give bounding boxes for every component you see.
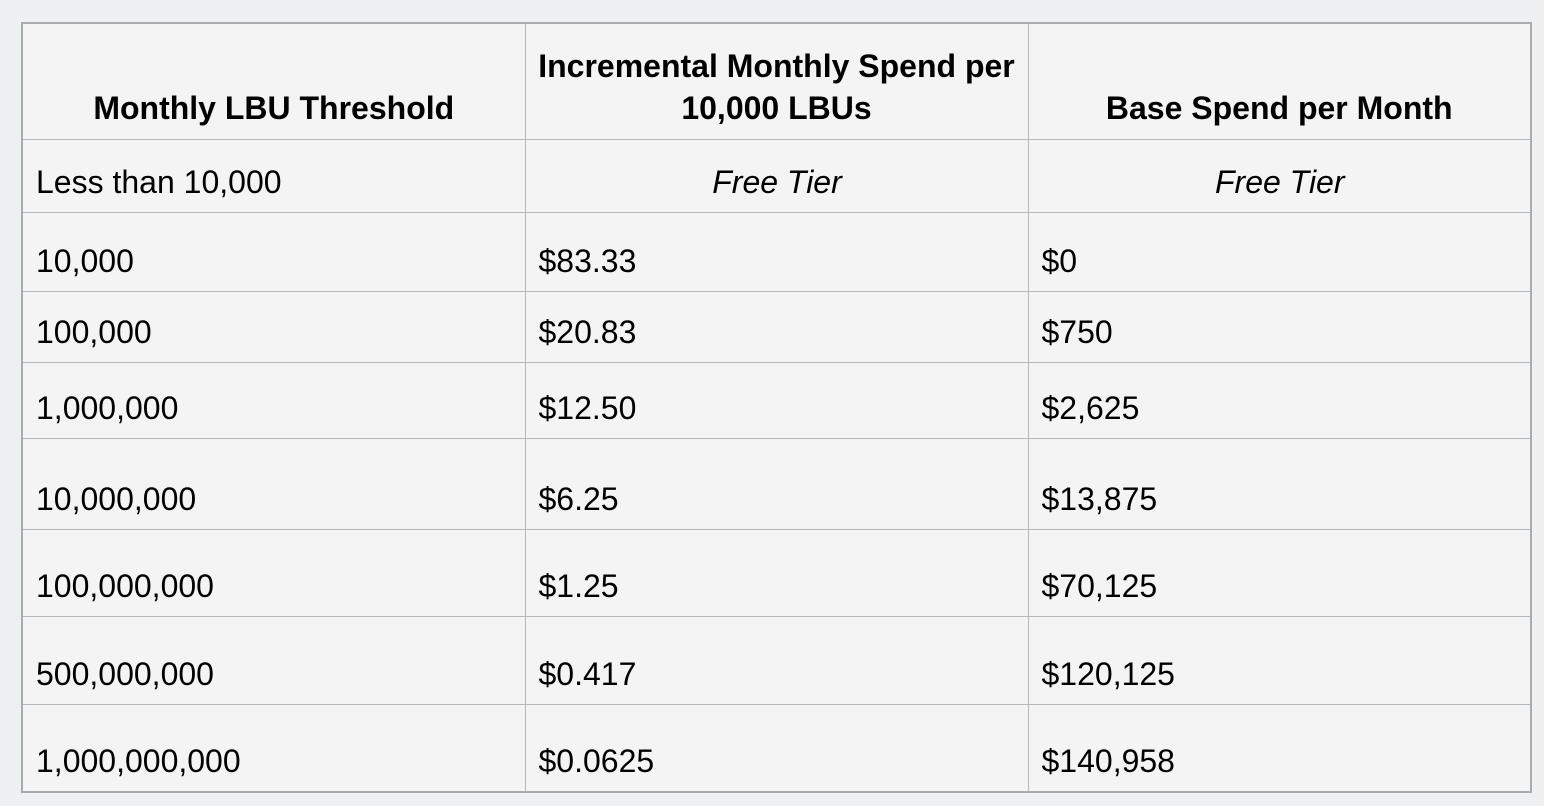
header-row: Monthly LBU Threshold Incremental Monthl… [21,22,1532,140]
table-row-free-tier: Less than 10,000 Free Tier Free Tier [21,138,1532,213]
cell-incremental-spend: $20.83 [524,290,1029,363]
cell-base-spend: $2,625 [1027,361,1532,439]
cell-threshold: 10,000 [21,211,526,292]
cell-base-spend: $70,125 [1027,528,1532,617]
cell-incremental-spend: $6.25 [524,437,1029,530]
table-row: 1,000,000 $12.50 $2,625 [21,361,1532,439]
cell-threshold: 100,000,000 [21,528,526,617]
table-row: 100,000 $20.83 $750 [21,290,1532,363]
cell-base-spend: $0 [1027,211,1532,292]
cell-base-spend: $140,958 [1027,703,1532,793]
col-header-monthly-lbu-threshold: Monthly LBU Threshold [21,22,526,140]
table-row: 10,000,000 $6.25 $13,875 [21,437,1532,530]
cell-threshold: 10,000,000 [21,437,526,530]
cell-base-spend: Free Tier [1027,138,1532,213]
col-header-base-spend-per-month: Base Spend per Month [1027,22,1532,140]
table-row: 10,000 $83.33 $0 [21,211,1532,292]
cell-base-spend: $750 [1027,290,1532,363]
table-row: 100,000,000 $1.25 $70,125 [21,528,1532,617]
cell-incremental-spend: Free Tier [524,138,1029,213]
col-header-incremental-monthly-spend: Incremental Monthly Spend per 10,000 LBU… [524,22,1029,140]
cell-threshold: 1,000,000 [21,361,526,439]
cell-incremental-spend: $83.33 [524,211,1029,292]
cell-base-spend: $13,875 [1027,437,1532,530]
cell-incremental-spend: $0.417 [524,615,1029,705]
lbu-pricing-table: Monthly LBU Threshold Incremental Monthl… [21,22,1532,793]
cell-threshold: 100,000 [21,290,526,363]
cell-incremental-spend: $0.0625 [524,703,1029,793]
cell-incremental-spend: $1.25 [524,528,1029,617]
cell-threshold: 500,000,000 [21,615,526,705]
cell-base-spend: $120,125 [1027,615,1532,705]
cell-incremental-spend: $12.50 [524,361,1029,439]
cell-threshold: Less than 10,000 [21,138,526,213]
table-row: 1,000,000,000 $0.0625 $140,958 [21,703,1532,793]
cell-threshold: 1,000,000,000 [21,703,526,793]
table-row: 500,000,000 $0.417 $120,125 [21,615,1532,705]
